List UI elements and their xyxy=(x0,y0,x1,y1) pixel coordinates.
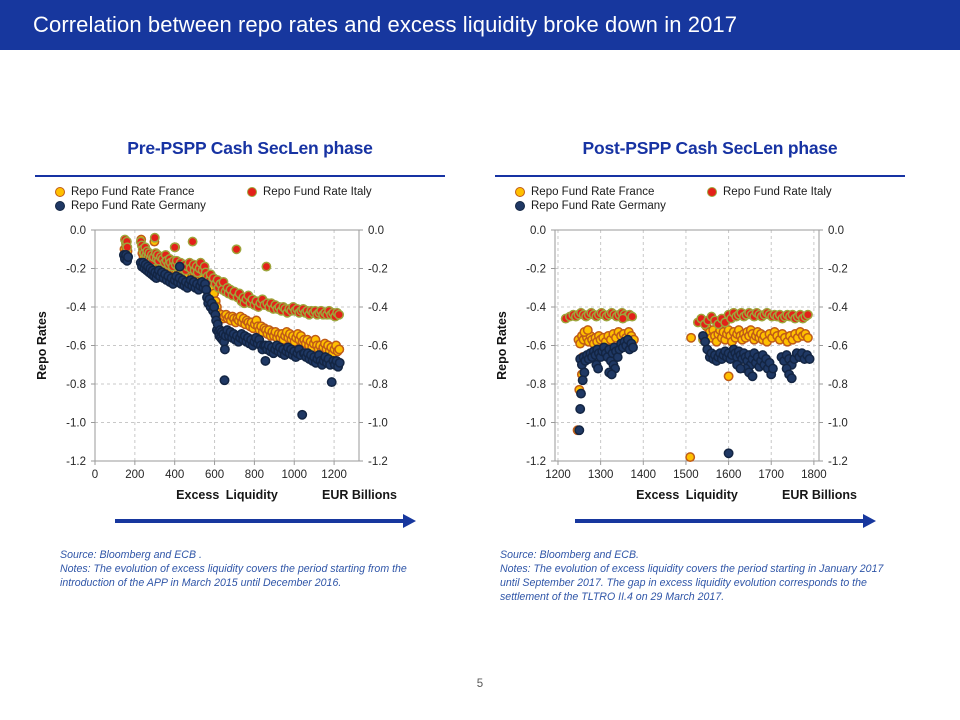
svg-text:0.0: 0.0 xyxy=(70,225,86,237)
svg-text:Repo Rates: Repo Rates xyxy=(35,311,49,380)
svg-text:1200: 1200 xyxy=(321,469,347,481)
title-divider xyxy=(35,175,445,177)
chart-title-post-pspp: Post-PSPP Cash SecLen phase xyxy=(582,138,838,158)
svg-text:-0.8: -0.8 xyxy=(828,379,848,391)
x-axis-arrow xyxy=(115,514,416,528)
svg-text:-1.2: -1.2 xyxy=(368,456,388,468)
title-divider xyxy=(495,175,905,177)
header-bar: Correlation between repo rates and exces… xyxy=(0,0,960,50)
france-dot-icon xyxy=(55,187,65,197)
legend-item-france: Repo Fund Rate France xyxy=(55,186,247,198)
svg-text:200: 200 xyxy=(125,469,144,481)
svg-text:Repo Rates: Repo Rates xyxy=(495,311,509,380)
legend-item-germany: Repo Fund Rate Germany xyxy=(55,200,247,212)
svg-text:-1.0: -1.0 xyxy=(368,418,388,430)
legend-item-france: Repo Fund Rate France xyxy=(515,186,707,198)
legend-label-france: Repo Fund Rate France xyxy=(531,186,655,198)
svg-text:-0.6: -0.6 xyxy=(526,341,546,353)
svg-text:-0.2: -0.2 xyxy=(66,264,86,276)
svg-text:-0.8: -0.8 xyxy=(526,379,546,391)
svg-text:-1.2: -1.2 xyxy=(526,456,546,468)
germany-dot-icon xyxy=(515,201,525,211)
legend-item-germany: Repo Fund Rate Germany xyxy=(515,200,707,212)
legend-label-germany: Repo Fund Rate Germany xyxy=(71,200,206,212)
slide-title: Correlation between repo rates and exces… xyxy=(33,12,738,37)
svg-text:-1.2: -1.2 xyxy=(828,456,848,468)
svg-text:-0.4: -0.4 xyxy=(828,302,848,314)
svg-text:0.0: 0.0 xyxy=(828,225,844,237)
svg-text:1800: 1800 xyxy=(801,469,827,481)
italy-dot-icon xyxy=(247,187,257,197)
legend-label-germany: Repo Fund Rate Germany xyxy=(531,200,666,212)
svg-text:-0.2: -0.2 xyxy=(828,264,848,276)
chart-title-pre-pspp: Pre-PSPP Cash SecLen phase xyxy=(127,138,373,158)
svg-text:-1.0: -1.0 xyxy=(66,418,86,430)
svg-text:0: 0 xyxy=(92,469,98,481)
svg-text:-1.0: -1.0 xyxy=(828,418,848,430)
svg-text:-0.6: -0.6 xyxy=(368,341,388,353)
legend-label-france: Repo Fund Rate France xyxy=(71,186,195,198)
svg-text:1400: 1400 xyxy=(630,469,656,481)
svg-text:-0.2: -0.2 xyxy=(526,264,546,276)
svg-text:1200: 1200 xyxy=(545,469,571,481)
svg-text:-0.2: -0.2 xyxy=(368,264,388,276)
chart-panel-post-pspp: Post-PSPP Cash SecLen phase Repo Fund Ra… xyxy=(495,130,925,604)
legend-item-italy: Repo Fund Rate Italy xyxy=(707,186,925,198)
svg-text:-1.0: -1.0 xyxy=(526,418,546,430)
italy-dot-icon xyxy=(707,187,717,197)
x-axis-label: Excess Liquidity xyxy=(176,488,278,502)
germany-dot-icon xyxy=(55,201,65,211)
svg-text:1500: 1500 xyxy=(673,469,699,481)
x-axis-unit-label: EUR Billions xyxy=(781,488,857,502)
svg-text:-1.2: -1.2 xyxy=(66,456,86,468)
svg-text:0.0: 0.0 xyxy=(530,225,546,237)
svg-text:1600: 1600 xyxy=(716,469,742,481)
chart-panel-pre-pspp: Pre-PSPP Cash SecLen phase Repo Fund Rat… xyxy=(35,130,465,590)
legend-label-italy: Repo Fund Rate Italy xyxy=(723,186,832,198)
svg-text:800: 800 xyxy=(245,469,264,481)
chart-legend: Repo Fund Rate France Repo Fund Rate Ita… xyxy=(55,186,465,212)
svg-text:-0.6: -0.6 xyxy=(828,341,848,353)
svg-text:0.0: 0.0 xyxy=(368,225,384,237)
page-number: 5 xyxy=(476,678,484,690)
svg-text:-0.8: -0.8 xyxy=(368,379,388,391)
svg-text:1700: 1700 xyxy=(758,469,784,481)
x-axis-unit-label: EUR Billions xyxy=(321,488,397,502)
svg-text:-0.6: -0.6 xyxy=(66,341,86,353)
svg-text:600: 600 xyxy=(205,469,224,481)
source-notes-right: Source: Bloomberg and ECB. Notes: The ev… xyxy=(500,549,884,604)
svg-text:1300: 1300 xyxy=(588,469,614,481)
svg-text:-0.4: -0.4 xyxy=(526,302,546,314)
scatter-plot-pre-pspp: 0 200 400 600 800 1000 1200 0.0 0.0 -0.2 -0.2 -0.4 -… xyxy=(35,218,415,484)
chart-legend: Repo Fund Rate France Repo Fund Rate Ita… xyxy=(515,186,925,212)
scatter-plot-post-pspp: 1200 1300 1400 1500 1600 1700 1800 0.0 0.0 -0.2 -0… xyxy=(495,218,875,484)
x-axis-label: Excess Liquidity xyxy=(636,488,738,502)
x-axis-caption: Excess Liquidity EUR Billions xyxy=(35,488,415,506)
x-axis-arrow xyxy=(575,514,876,528)
x-axis-caption: Excess Liquidity EUR Billions xyxy=(495,488,875,506)
source-notes-left: Source: Bloomberg and ECB . Notes: The e… xyxy=(60,549,407,590)
svg-text:-0.4: -0.4 xyxy=(368,302,388,314)
svg-text:1000: 1000 xyxy=(281,469,307,481)
arrow-head-icon xyxy=(403,514,416,528)
france-dot-icon xyxy=(515,187,525,197)
legend-label-italy: Repo Fund Rate Italy xyxy=(263,186,372,198)
legend-item-italy: Repo Fund Rate Italy xyxy=(247,186,465,198)
svg-text:400: 400 xyxy=(165,469,184,481)
svg-text:-0.8: -0.8 xyxy=(66,379,86,391)
svg-text:-0.4: -0.4 xyxy=(66,302,86,314)
arrow-head-icon xyxy=(863,514,876,528)
